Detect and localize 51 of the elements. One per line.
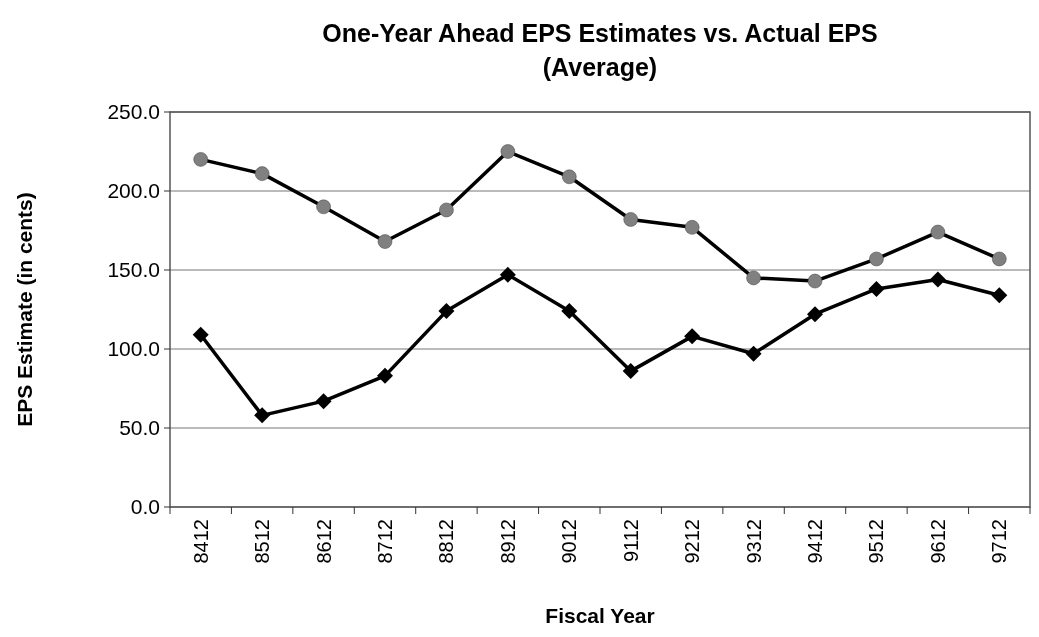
point <box>992 251 1007 267</box>
point <box>930 224 946 240</box>
y-tick-label: 150.0 <box>107 258 160 282</box>
x-tick-label: 9412 <box>804 519 826 564</box>
x-tick-label: 8712 <box>374 519 396 564</box>
point <box>316 199 331 215</box>
chart-title: One-Year Ahead EPS Estimates vs. Actual EPS (Average) <box>322 19 878 81</box>
point <box>745 345 762 362</box>
x-tick-label: 9012 <box>558 519 581 564</box>
y-tick-label: 0.0 <box>130 495 160 519</box>
point <box>623 212 638 227</box>
x-tick-label: 8912 <box>496 519 519 564</box>
point <box>807 306 823 323</box>
point <box>315 393 332 410</box>
y-tick-label: 200.0 <box>107 179 160 203</box>
y-tick-label: 50.0 <box>119 416 160 440</box>
x-tick-label: 9512 <box>865 519 888 564</box>
point <box>499 266 516 283</box>
y-tick-label: 250.0 <box>107 100 160 124</box>
point <box>991 287 1008 304</box>
x-tick-label: 9312 <box>742 519 765 564</box>
point <box>561 303 578 320</box>
point <box>377 367 393 384</box>
point <box>807 273 823 289</box>
x-tick-label: 9212 <box>681 519 704 564</box>
point <box>868 280 885 297</box>
x-tick-label: 8612 <box>312 519 335 564</box>
x-tick-label: 8512 <box>251 519 274 564</box>
point <box>562 169 577 185</box>
x-tick-label: 9712 <box>988 519 1011 564</box>
point <box>869 251 884 267</box>
point <box>500 144 516 159</box>
point <box>193 152 208 167</box>
point <box>684 220 700 235</box>
point <box>439 202 454 218</box>
x-tick-label: 9112 <box>619 519 642 563</box>
x-tick-label: 8412 <box>189 519 212 564</box>
x-axis-title: Fiscal Year <box>545 604 655 627</box>
point <box>746 270 761 286</box>
point <box>377 234 393 249</box>
x-tick-label: 8812 <box>435 519 458 564</box>
point <box>438 303 455 320</box>
point <box>684 328 701 345</box>
point <box>254 407 271 424</box>
y-axis-title: EPS Estimate (in cents) <box>13 192 36 427</box>
point <box>929 271 946 288</box>
point <box>254 166 270 181</box>
point <box>622 363 639 380</box>
point <box>192 326 209 343</box>
y-tick-label: 100.0 <box>107 337 160 361</box>
x-tick-label: 9612 <box>926 519 949 564</box>
